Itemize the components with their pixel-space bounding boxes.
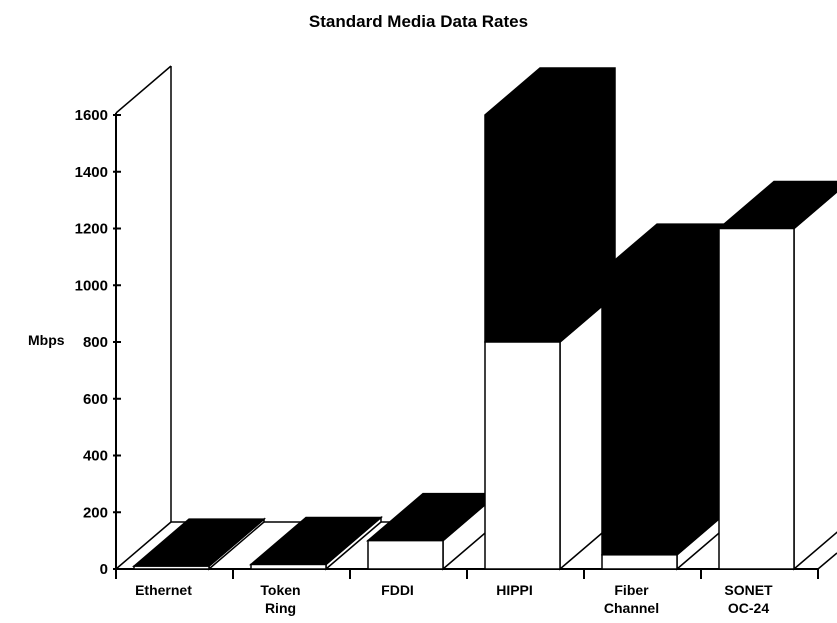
- y-tick-label: 200: [83, 504, 108, 521]
- y-axis-label: Mbps: [28, 332, 65, 348]
- bar: [718, 227, 795, 570]
- top-left-edge: [115, 65, 172, 114]
- chart-title: Standard Media Data Rates: [308, 12, 529, 31]
- y-tick-label: 1000: [75, 277, 108, 294]
- floor-right-edge: [817, 552, 837, 570]
- x-tick-label: Ethernet: [135, 582, 192, 598]
- x-tick-label: Fiber: [614, 582, 649, 598]
- y-tick-label: 800: [83, 334, 108, 351]
- bar-top: [248, 516, 384, 566]
- x-tick-label: Channel: [604, 600, 659, 616]
- bar-group: [601, 223, 733, 571]
- bar-group: [716, 180, 837, 571]
- bar-group: [131, 517, 267, 571]
- y-tick-label: 1600: [75, 107, 108, 124]
- bar: [367, 539, 444, 570]
- y-tick-label: 400: [83, 448, 108, 465]
- y-tick-label: 600: [83, 391, 108, 408]
- x-tick-label: Ring: [265, 600, 296, 616]
- y-tick-label: 1200: [75, 221, 108, 238]
- bar-top: [131, 518, 267, 567]
- bar: [484, 341, 561, 570]
- bar-group: [365, 491, 501, 571]
- bar-top: [484, 67, 616, 343]
- x-tick-label: SONET: [724, 582, 773, 598]
- x-tick-label: HIPPI: [496, 582, 533, 598]
- x-axis-labels: Ethernet Token Ring FDDI HIPPI Fiber Channel SO…: [135, 582, 773, 616]
- x-tick-label: FDDI: [381, 582, 414, 598]
- bar-top: [601, 223, 733, 556]
- bar-side: [793, 190, 837, 571]
- bar: [133, 565, 210, 570]
- floor-left-edge: [115, 521, 172, 570]
- x-tick-label: OC-24: [728, 600, 769, 616]
- bar-group: [248, 515, 384, 571]
- bars: [115, 67, 837, 579]
- y-tick-label: 0: [100, 561, 108, 578]
- bar: [250, 563, 327, 570]
- y-tick-label: 1400: [75, 164, 108, 181]
- bar-group: [484, 67, 616, 571]
- y-axis-ticks: 0 200 400 600 800 1000 1200 1400 1600: [75, 107, 121, 578]
- bar: [601, 554, 678, 570]
- x-tick-label: Token: [260, 582, 300, 598]
